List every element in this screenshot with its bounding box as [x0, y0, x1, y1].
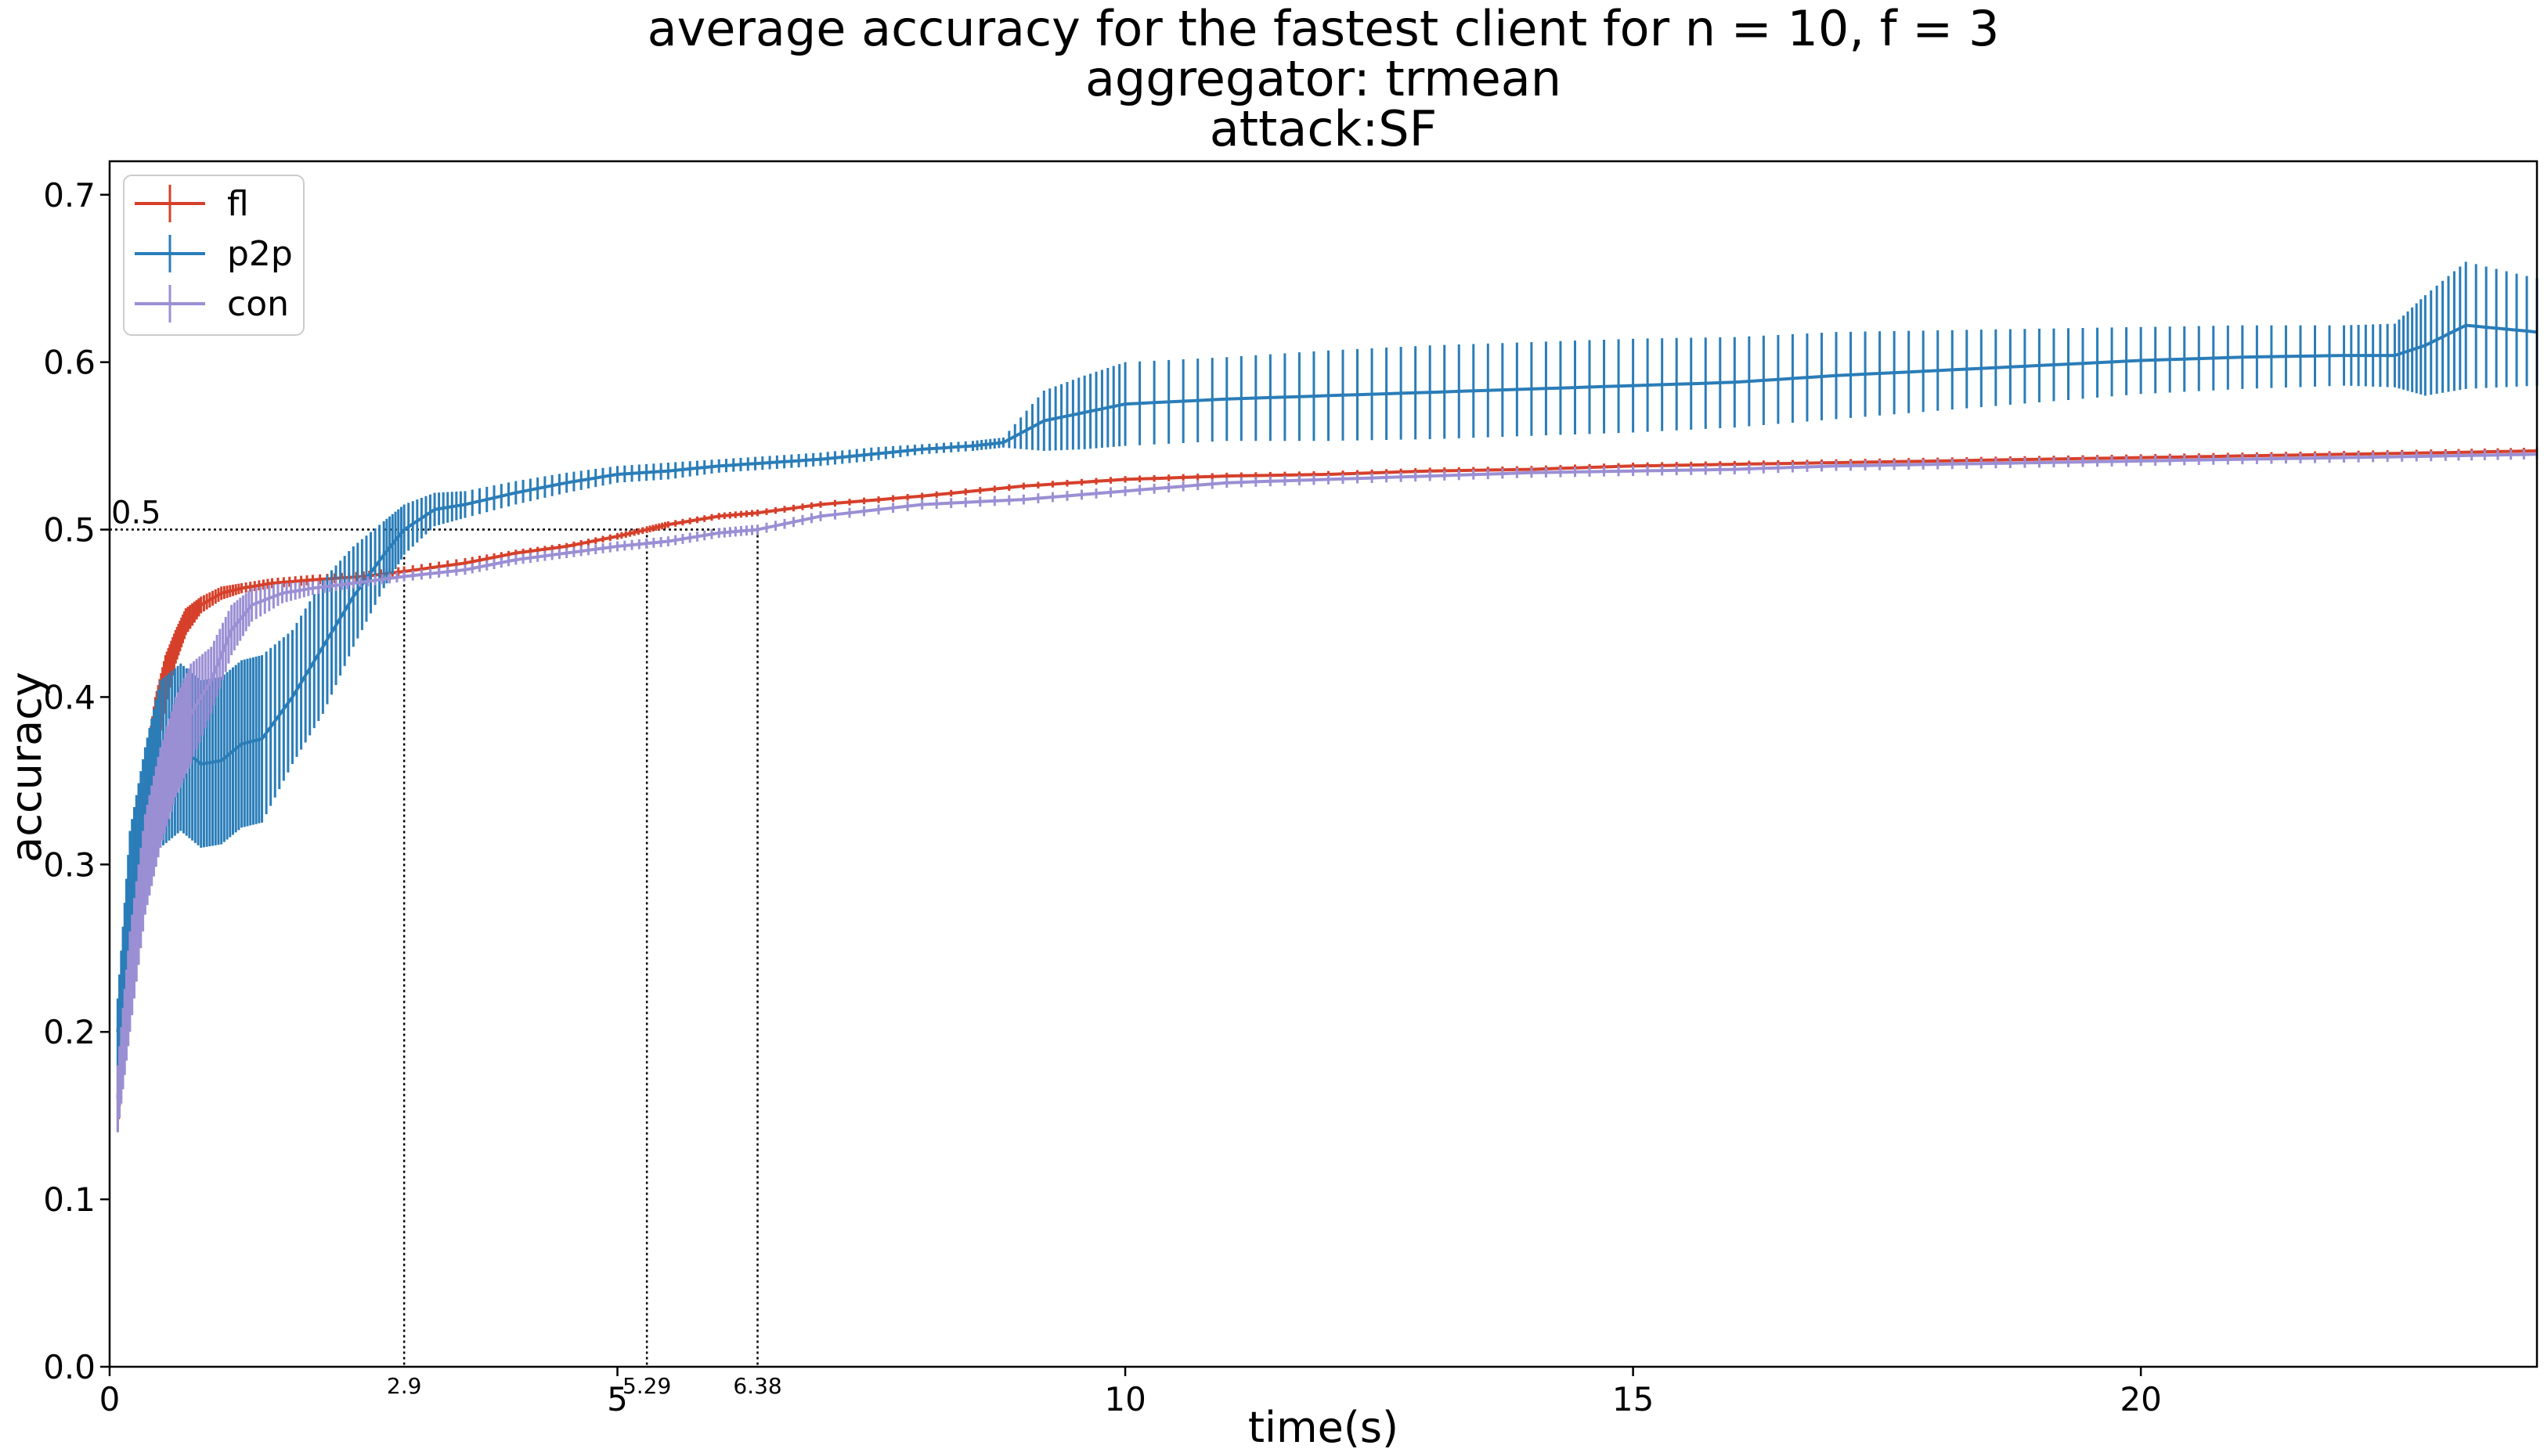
x-tick-label: 0	[99, 1380, 121, 1418]
legend: fl p2p con	[123, 175, 305, 336]
y-tick-label: 0.7	[43, 176, 96, 214]
series-con	[116, 449, 2539, 1133]
y-tick-label: 0.0	[43, 1348, 96, 1386]
crossing-label: 6.38	[733, 1373, 781, 1399]
crossing-label: 2.9	[387, 1373, 422, 1399]
legend-label-p2p: p2p	[227, 234, 293, 274]
chart-title-line-3: attack:SF	[1210, 100, 1438, 157]
series-line	[116, 323, 2538, 1033]
threshold-label: 0.5	[111, 496, 161, 532]
y-tick-label: 0.1	[43, 1180, 96, 1219]
x-tick-label: 15	[1612, 1380, 1654, 1418]
x-tick-label: 10	[1104, 1380, 1146, 1418]
axis-ticks: 0 5 10 15 20 0.0 0.1 0.2 0.3 0.4 0.5 0.6 0.7	[43, 176, 2162, 1418]
threshold-annotations: 0.5 2.9 5.29 6.38	[110, 496, 782, 1399]
y-tick-label: 0.4	[43, 678, 96, 716]
series-line	[116, 452, 2538, 1100]
plot-frame	[108, 160, 2539, 1368]
y-tick-label: 0.2	[43, 1013, 96, 1051]
chart-title-line-2: aggregator: trmean	[1085, 50, 1561, 107]
legend-label-fl: fl	[227, 184, 249, 224]
chart-title-line-1: average accuracy for the fastest client …	[648, 0, 2000, 57]
x-axis-label: time(s)	[1248, 1403, 1398, 1452]
x-tick-label: 20	[2120, 1380, 2161, 1418]
y-axis-label: accuracy	[2, 672, 51, 863]
y-tick-label: 0.6	[43, 344, 96, 382]
series-line	[116, 449, 2538, 1099]
data-series	[116, 261, 2539, 1133]
y-tick-label: 0.3	[43, 845, 96, 884]
crossing-label: 5.29	[622, 1373, 671, 1399]
legend-label-con: con	[227, 284, 289, 324]
y-tick-label: 0.5	[43, 511, 96, 550]
x-tick-label: 5	[607, 1380, 628, 1418]
